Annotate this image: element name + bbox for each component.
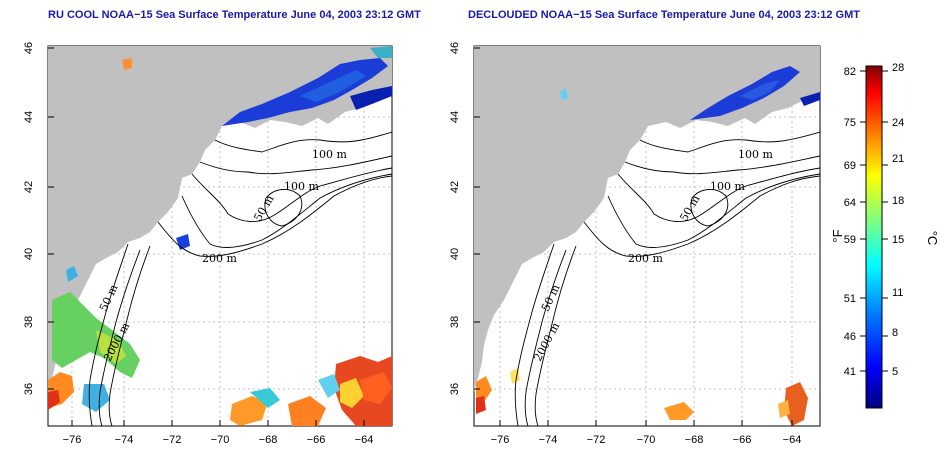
svg-text:−68: −68 (685, 434, 704, 446)
svg-text:36: 36 (23, 383, 35, 395)
svg-text:−70: −70 (637, 434, 656, 446)
svg-text:59: 59 (844, 234, 856, 246)
right-land-mass (474, 46, 820, 392)
svg-text:−76: −76 (63, 434, 82, 446)
fahrenheit-unit-label: °F (830, 229, 845, 242)
svg-text:−70: −70 (211, 434, 230, 446)
svg-text:46: 46 (844, 331, 856, 343)
svg-text:−72: −72 (163, 434, 182, 446)
svg-text:42: 42 (449, 181, 461, 193)
left-contour-label-1: 100 m (312, 148, 347, 161)
svg-text:21: 21 (892, 153, 904, 165)
left-map-panel: 100 m 100 m 50 m 200 m 50 m 2000 m −76 −… (23, 42, 393, 446)
svg-text:40: 40 (23, 248, 35, 260)
svg-text:−72: −72 (587, 434, 606, 446)
svg-text:69: 69 (844, 160, 856, 172)
left-bathymetry-contours (88, 131, 392, 426)
colorbar-gradient (865, 65, 883, 409)
left-tick-marks (48, 47, 365, 426)
svg-text:41: 41 (844, 366, 856, 378)
svg-text:−74: −74 (539, 434, 558, 446)
svg-text:−64: −64 (783, 434, 802, 446)
svg-text:24: 24 (892, 117, 904, 129)
right-contour-label-4: 200 m (628, 252, 663, 265)
celsius-unit-label: °C (925, 231, 940, 246)
svg-text:82: 82 (844, 66, 856, 78)
temperature-colorbar: 82 75 69 64 59 51 46 41 28 24 21 18 15 1… (830, 62, 940, 409)
svg-text:11: 11 (892, 287, 903, 299)
svg-text:−74: −74 (115, 434, 134, 446)
svg-text:46: 46 (449, 42, 461, 54)
svg-text:42: 42 (23, 181, 35, 193)
svg-text:40: 40 (449, 248, 461, 260)
svg-text:−76: −76 (491, 434, 510, 446)
svg-text:64: 64 (844, 197, 856, 209)
svg-text:51: 51 (844, 293, 856, 305)
svg-text:5: 5 (892, 366, 898, 378)
svg-text:36: 36 (449, 383, 461, 395)
left-contour-label-2: 100 m (284, 180, 319, 193)
svg-text:38: 38 (23, 316, 35, 328)
left-x-tick-labels: −76 −74 −72 −70 −68 −66 −64 (63, 434, 374, 446)
left-land-mass (48, 46, 392, 392)
colorbar-celsius-labels: 28 24 21 18 15 11 8 5 (892, 62, 904, 378)
svg-text:44: 44 (449, 111, 461, 123)
svg-text:38: 38 (449, 316, 461, 328)
right-sst-data (476, 66, 820, 426)
right-bathymetry-contours (514, 131, 820, 426)
svg-text:75: 75 (844, 117, 856, 129)
left-map-title: RU COOL NOAA−15 Sea Surface Temperature … (48, 9, 421, 21)
colorbar-fahrenheit-labels: 82 75 69 64 59 51 46 41 (844, 66, 856, 378)
right-map-title: DECLOUDED NOAA−15 Sea Surface Temperatur… (468, 9, 860, 21)
right-map-panel: 100 m 100 m 50 m 200 m 50 m 2000 m −76 −… (449, 42, 821, 446)
right-y-tick-labels: 36 38 40 42 44 46 (449, 42, 461, 395)
svg-text:44: 44 (23, 111, 35, 123)
svg-text:46: 46 (23, 42, 35, 54)
svg-text:15: 15 (892, 234, 904, 246)
left-contour-label-4: 200 m (202, 252, 237, 265)
colorbar-ticks (860, 70, 888, 372)
right-x-tick-labels: −76 −74 −72 −70 −68 −66 −64 (491, 434, 802, 446)
right-contour-label-1: 100 m (738, 148, 773, 161)
right-contour-label-2: 100 m (710, 180, 745, 193)
svg-text:28: 28 (892, 62, 904, 74)
left-y-tick-labels: 36 38 40 42 44 46 (23, 42, 35, 395)
svg-text:−66: −66 (733, 434, 752, 446)
svg-text:−64: −64 (355, 434, 374, 446)
left-sst-data (48, 46, 392, 426)
svg-text:−68: −68 (259, 434, 278, 446)
svg-text:18: 18 (892, 195, 904, 207)
svg-text:8: 8 (892, 327, 898, 339)
svg-text:−66: −66 (307, 434, 326, 446)
right-tick-marks (474, 47, 793, 426)
